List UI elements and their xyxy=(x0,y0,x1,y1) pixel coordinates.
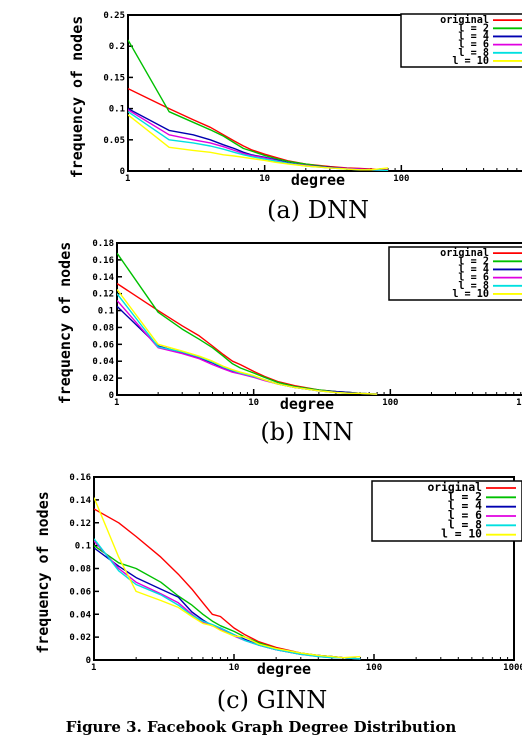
x-tick-label: 10 xyxy=(229,663,240,673)
series-line-l-2 xyxy=(117,252,378,395)
x-tick-label: 100 xyxy=(366,663,382,673)
y-tick-label: 0.04 xyxy=(92,357,114,367)
legend-label: l = 4 xyxy=(448,499,482,513)
y-tick-label: 0.16 xyxy=(92,256,114,266)
legend-box xyxy=(371,480,522,542)
y-tick-label: 0.18 xyxy=(92,239,114,249)
x-tick-label: 10 xyxy=(259,174,270,184)
x-tick-label: 1 xyxy=(125,174,130,184)
panel-subtitle: (a) DNN xyxy=(267,196,369,224)
legend-label: original xyxy=(427,480,482,494)
y-tick-label: 0 xyxy=(109,391,114,401)
y-tick-label: 0.08 xyxy=(92,323,114,333)
y-tick-label: 0.04 xyxy=(69,610,91,620)
y-tick-labels: 0 0.02 0.04 0.06 0.08 0.1 0.12 0.14 0.16 0.18 xyxy=(92,239,122,401)
y-tick-label: 0.15 xyxy=(103,73,125,83)
y-tick-label: 0.16 xyxy=(69,473,91,483)
y-tick-label: 0.02 xyxy=(92,374,114,384)
series-line-original xyxy=(94,508,361,660)
x-axis-label: degree xyxy=(291,171,345,189)
series-line-l-8 xyxy=(128,111,389,171)
y-tick-labels: 0 0.05 0.1 0.15 0.2 0.25 xyxy=(103,11,133,177)
x-tick-label: 1 xyxy=(114,398,119,408)
series-line-l-10 xyxy=(128,114,389,171)
legend-label: l = 8 xyxy=(458,281,489,292)
x-tick-label: 100 xyxy=(382,398,398,408)
y-tick-label: 0.25 xyxy=(103,11,125,21)
x-tick-label: 100 xyxy=(393,174,409,184)
figure-caption: Figure 3. Facebook Graph Degree Distribu… xyxy=(66,718,457,736)
legend-label: l = 8 xyxy=(458,48,489,59)
panel-subtitle: (c) GINN xyxy=(217,686,327,714)
legend-label: l = 4 xyxy=(458,264,489,275)
series-line-l-6 xyxy=(128,109,389,171)
x-axis-label: degree xyxy=(257,660,311,678)
x-tick-label: 1000 xyxy=(503,663,522,673)
series-line-l-4 xyxy=(94,547,361,660)
chart-panel-1: 00.050.10.150.20.251101001000degreefrequ… xyxy=(68,11,522,224)
legend-label: l = 4 xyxy=(458,31,489,42)
x-tick-label: 1000 xyxy=(516,398,522,408)
legend-label: original xyxy=(440,14,489,26)
chart-panel-2: 00.020.040.060.080.10.120.140.160.181 10 1… xyxy=(56,239,522,446)
series-lines xyxy=(94,497,361,660)
legend-label: l = 2 xyxy=(458,23,489,34)
y-tick-label: 0.1 xyxy=(109,105,125,115)
legend-label: l = 6 xyxy=(448,508,482,522)
series-line-l-2 xyxy=(94,545,361,660)
plot-frame xyxy=(116,242,522,396)
y-tick-label: 0 xyxy=(120,167,125,177)
y-tick-label: 0.02 xyxy=(69,633,91,643)
y-tick-label: 0.1 xyxy=(75,542,91,552)
legend-label: l = 6 xyxy=(458,40,489,51)
chart-panel-3: 0 0.02 0.04 0.06 0.08 0.1 0.12 0.14 0.16 1 10 100 10… xyxy=(34,473,522,714)
series-line-l-6 xyxy=(117,299,378,395)
x-tick-label: 10 xyxy=(248,398,259,408)
plot-frame xyxy=(127,14,522,172)
series-line-l-2 xyxy=(128,39,389,171)
legend-label: l = 10 xyxy=(452,56,489,67)
y-tick-labels: 0 0.02 0.04 0.06 0.08 0.1 0.12 0.14 0.16 xyxy=(69,473,99,666)
x-tick-label: 1 xyxy=(91,663,96,673)
y-tick-label: 0.06 xyxy=(69,587,91,597)
y-tick-label: 0.06 xyxy=(92,340,114,350)
panel-subtitle: (b) INN xyxy=(260,418,353,446)
y-tick-label: 0.1 xyxy=(98,307,114,317)
series-line-l-6 xyxy=(94,540,361,660)
y-tick-label: 0.12 xyxy=(92,290,114,300)
legend-label: l = 2 xyxy=(458,256,489,267)
y-tick-label: 0.14 xyxy=(69,496,91,506)
series-line-l-8 xyxy=(94,538,361,660)
series-line-l-10 xyxy=(94,497,361,659)
y-tick-label: 0.12 xyxy=(69,519,91,529)
legend-label: l = 10 xyxy=(441,527,482,541)
y-axis-label: frequency of nodes xyxy=(34,491,52,654)
legend-label: l = 2 xyxy=(448,489,482,503)
y-tick-label: 0 xyxy=(86,656,91,666)
legend-box xyxy=(388,246,522,301)
y-tick-label: 0.2 xyxy=(109,42,125,52)
y-tick-label: 0.05 xyxy=(103,136,125,146)
legend-label: l = 6 xyxy=(458,273,489,284)
y-tick-label: 0.14 xyxy=(92,273,114,283)
series-line-l-4 xyxy=(117,305,378,395)
legend-label: l = 10 xyxy=(452,289,489,300)
x-tick-labels: 1 10 100 1000 xyxy=(114,389,522,408)
y-axis-label: frequency of nodes xyxy=(56,242,74,405)
y-axis-label: frequency of nodes xyxy=(68,16,86,179)
x-axis-label: degree xyxy=(280,395,334,413)
legend-label: l = 8 xyxy=(448,517,482,531)
y-tick-label: 0.08 xyxy=(69,565,91,575)
series-lines xyxy=(128,39,389,171)
series-line-l-10 xyxy=(117,288,378,395)
series-line-original xyxy=(117,282,378,395)
series-lines xyxy=(117,252,378,395)
series-line-l-4 xyxy=(128,107,389,171)
legend-box xyxy=(400,13,522,68)
legend-label: original xyxy=(440,247,489,259)
